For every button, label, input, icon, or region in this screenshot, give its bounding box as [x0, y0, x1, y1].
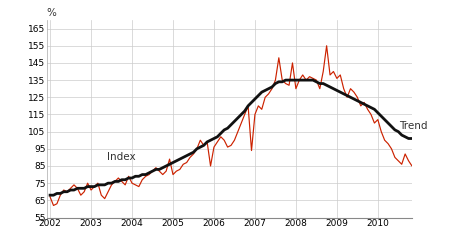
Text: %: %: [47, 8, 57, 18]
Text: Index: Index: [108, 152, 136, 162]
Text: Trend: Trend: [399, 122, 428, 132]
